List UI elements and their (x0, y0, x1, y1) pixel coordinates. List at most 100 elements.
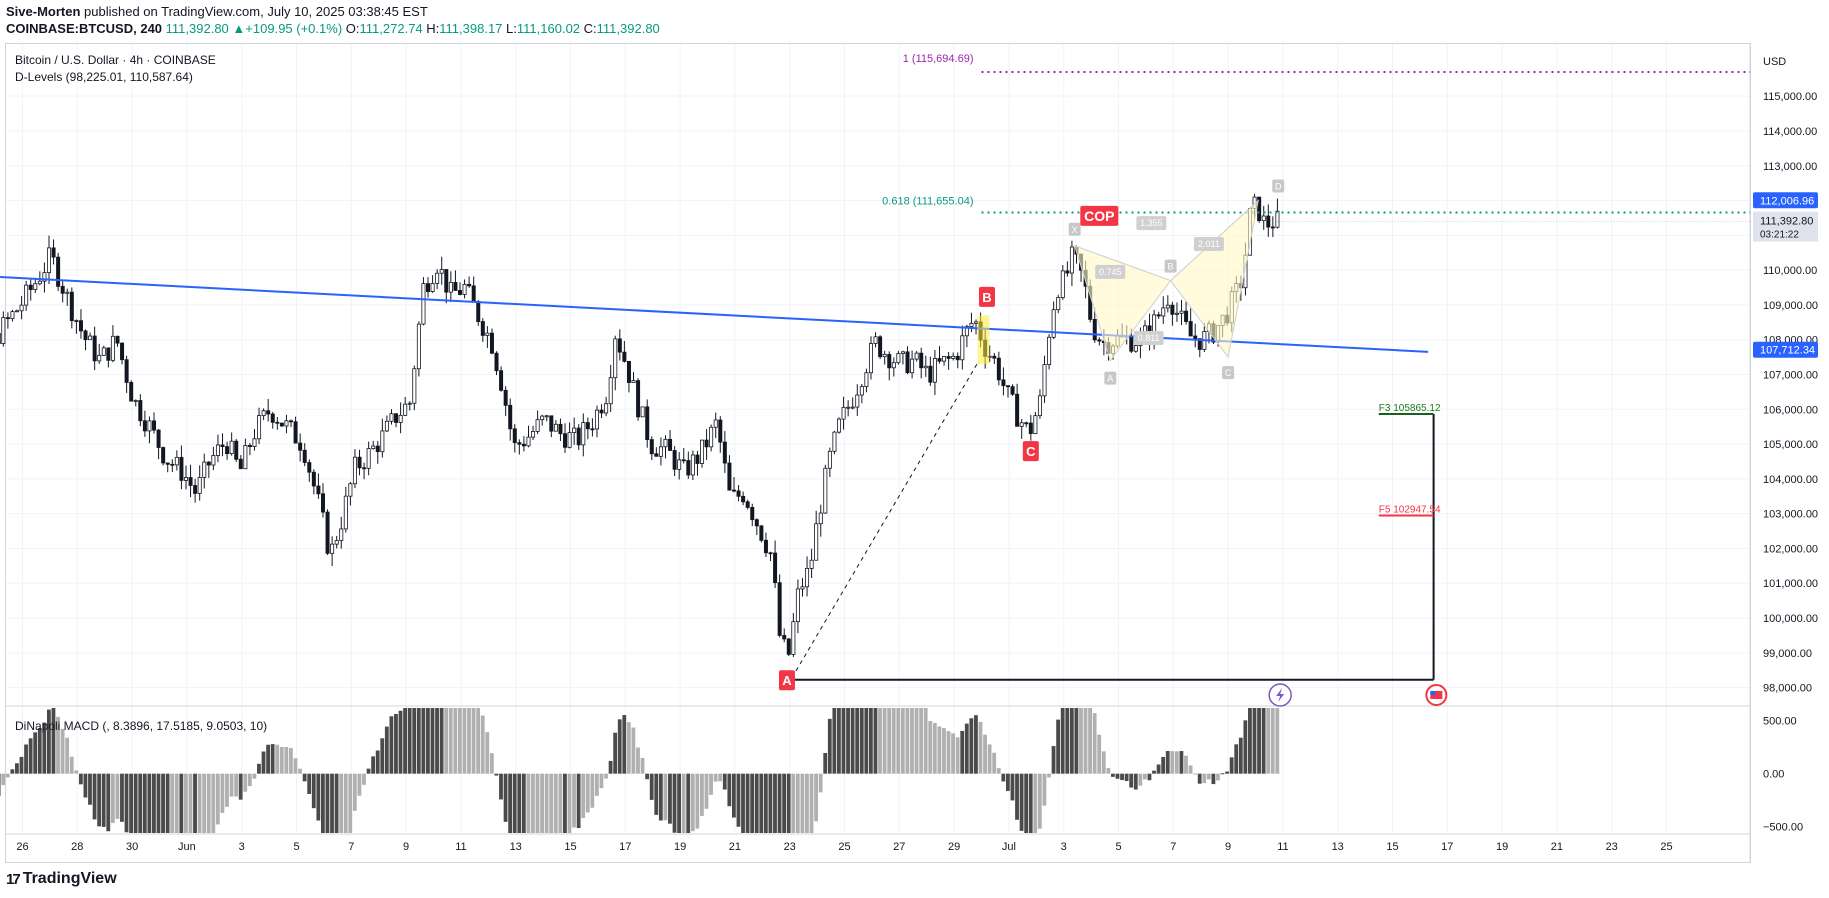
cop-badge[interactable] (1080, 205, 1119, 226)
candle-body[interactable] (658, 446, 663, 457)
candle-body[interactable] (238, 458, 243, 470)
wave-badge-a[interactable] (778, 670, 795, 691)
candle-body[interactable] (731, 489, 736, 492)
candle-body[interactable] (33, 283, 38, 290)
candle-body[interactable] (398, 414, 403, 423)
candle-body[interactable] (722, 441, 727, 464)
candle-body[interactable] (964, 326, 969, 337)
candle-body[interactable] (170, 463, 175, 466)
candle-body[interactable] (24, 284, 29, 306)
candle-body[interactable] (499, 370, 504, 391)
candle-body[interactable] (704, 439, 709, 448)
candle-body[interactable] (10, 311, 15, 320)
candle-body[interactable] (599, 409, 604, 414)
candle-body[interactable] (663, 438, 668, 448)
candle-body[interactable] (1060, 270, 1065, 298)
candle-body[interactable] (229, 440, 234, 455)
candle-body[interactable] (996, 357, 1001, 381)
currency-label[interactable]: USD (1763, 56, 1786, 68)
candle-body[interactable] (220, 444, 225, 448)
candle-body[interactable] (307, 462, 312, 473)
candle-body[interactable] (594, 409, 599, 430)
candle-body[interactable] (654, 453, 659, 457)
candle-body[interactable] (1156, 314, 1161, 317)
candle-body[interactable] (279, 422, 284, 427)
candle-body[interactable] (489, 332, 494, 354)
candle-body[interactable] (421, 283, 426, 325)
candle-body[interactable] (1097, 339, 1102, 342)
candle-body[interactable] (768, 552, 773, 555)
drawings[interactable]: 0.618 (111,655.04) 1 (115,694.69) F3 10586… (0, 53, 1750, 707)
candle-body[interactable] (257, 415, 262, 440)
candle-body[interactable] (837, 418, 842, 433)
candle-body[interactable] (357, 456, 362, 469)
candle-body[interactable] (850, 406, 855, 409)
candle-body[interactable] (1193, 335, 1198, 340)
candle-body[interactable] (891, 362, 896, 369)
candle-body[interactable] (553, 423, 558, 432)
candle-body[interactable] (878, 336, 883, 358)
candle-body[interactable] (695, 454, 700, 464)
candle-body[interactable] (777, 582, 782, 636)
candle-body[interactable] (375, 445, 380, 453)
candle-body[interactable] (1174, 312, 1179, 315)
candle-body[interactable] (1261, 215, 1266, 222)
candle-body[interactable] (919, 352, 924, 369)
candle-body[interactable] (101, 347, 106, 356)
candle-body[interactable] (152, 420, 157, 431)
candle-body[interactable] (115, 335, 120, 344)
candle-body[interactable] (293, 421, 298, 444)
candle-body[interactable] (138, 400, 143, 422)
candle-body[interactable] (366, 448, 371, 469)
candle-body[interactable] (407, 402, 412, 405)
candle-body[interactable] (430, 282, 435, 292)
symbol-label[interactable]: COINBASE:BTCUSD, 240 (6, 21, 163, 36)
candle-body[interactable] (531, 431, 536, 438)
candle-body[interactable] (795, 588, 800, 623)
candle-body[interactable] (864, 372, 869, 388)
candle-body[interactable] (905, 351, 910, 374)
candle-body[interactable] (1170, 304, 1175, 315)
candle-body[interactable] (636, 380, 641, 418)
candle-body[interactable] (129, 382, 134, 402)
candle-body[interactable] (626, 360, 631, 383)
candle-body[interactable] (521, 443, 526, 447)
candle-body[interactable] (206, 461, 211, 466)
candle-body[interactable] (147, 420, 152, 432)
candle-body[interactable] (78, 320, 83, 332)
candle-body[interactable] (234, 440, 239, 460)
price-axis[interactable]: 98,000.00 99,000.00 100,000.00 101,000.00 10… (1753, 91, 1818, 834)
candle-body[interactable] (1266, 215, 1271, 228)
candle-body[interactable] (604, 403, 609, 414)
candle-body[interactable] (1005, 385, 1010, 388)
candle-body[interactable] (1033, 415, 1038, 434)
candle-body[interactable] (622, 351, 627, 362)
candle-body[interactable] (69, 291, 74, 321)
candle-body[interactable] (974, 321, 979, 324)
candle-body[interactable] (1133, 345, 1138, 352)
candle-body[interactable] (302, 449, 307, 463)
candle-body[interactable] (83, 330, 88, 341)
candle-body[interactable] (668, 438, 673, 451)
author-name[interactable]: Sive-Morten (6, 4, 81, 19)
candle-body[interactable] (261, 410, 266, 416)
candle-body[interactable] (873, 336, 878, 344)
candle-body[interactable] (887, 353, 892, 369)
candle-body[interactable] (617, 338, 622, 353)
candle-body[interactable] (56, 256, 61, 287)
candle-body[interactable] (215, 444, 220, 456)
candle-body[interactable] (444, 269, 449, 293)
candle-body[interactable] (343, 495, 348, 530)
candle-body[interactable] (942, 356, 947, 362)
candle-body[interactable] (1092, 318, 1097, 341)
candle-body[interactable] (1197, 338, 1202, 350)
candle-body[interactable] (247, 445, 252, 447)
candle-body[interactable] (713, 419, 718, 428)
candle-body[interactable] (165, 462, 170, 465)
candle-body[interactable] (225, 446, 230, 455)
candle-body[interactable] (74, 320, 79, 322)
candle-body[interactable] (179, 456, 184, 481)
candle-body[interactable] (439, 269, 444, 274)
candle-body[interactable] (380, 430, 385, 453)
